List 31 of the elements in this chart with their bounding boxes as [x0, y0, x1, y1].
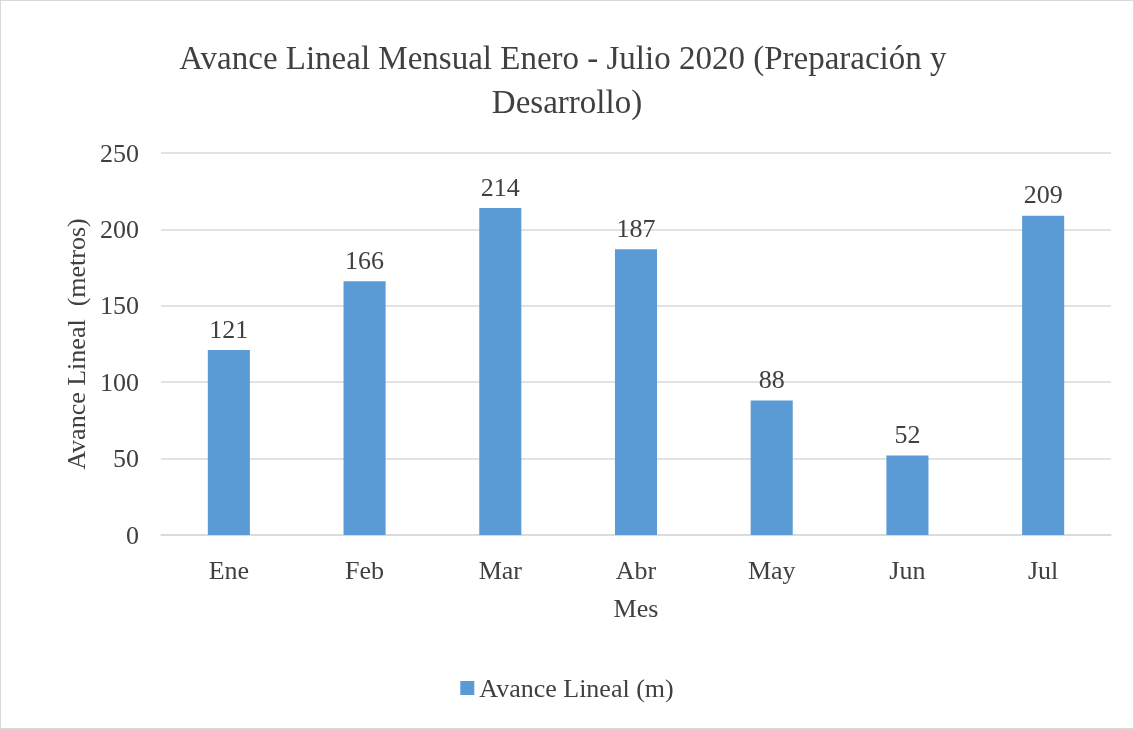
x-tick-label: Ene — [208, 555, 250, 585]
data-label: 214 — [480, 172, 520, 202]
x-tick-label: May — [747, 555, 796, 585]
x-axis-title: Mes — [613, 593, 659, 623]
legend-label: Avance Lineal (m) — [479, 673, 674, 703]
y-tick-label: 250 — [100, 138, 139, 168]
bar — [1022, 215, 1065, 535]
data-label: 209 — [1023, 180, 1063, 210]
bar — [479, 208, 522, 535]
y-tick-label: 150 — [100, 291, 139, 321]
bar — [750, 400, 793, 535]
x-tick-label: Feb — [345, 555, 385, 585]
y-tick-label: 100 — [100, 367, 139, 397]
bar — [614, 249, 658, 535]
data-label: 187 — [616, 213, 656, 243]
y-tick-label: 50 — [113, 444, 139, 474]
data-label: 166 — [345, 245, 385, 275]
data-label: 52 — [894, 420, 921, 450]
bar — [886, 455, 929, 535]
y-tick-label: 0 — [126, 520, 139, 550]
x-tick-label: Jul — [1027, 555, 1059, 585]
data-label: 121 — [209, 314, 249, 344]
data-label: 88 — [758, 365, 785, 395]
x-tick-label: Abr — [615, 555, 657, 585]
y-tick-label: 200 — [100, 214, 139, 244]
bar — [207, 350, 250, 535]
x-tick-label: Jun — [889, 555, 926, 585]
y-axis-title: Avance Lineal (metros) — [61, 218, 91, 470]
x-tick-label: Mar — [478, 555, 523, 585]
chart-title: Avance Lineal Mensual Enero - Julio 2020 (Preparación y Desarrollo) — [179, 40, 955, 121]
bar — [343, 281, 386, 535]
